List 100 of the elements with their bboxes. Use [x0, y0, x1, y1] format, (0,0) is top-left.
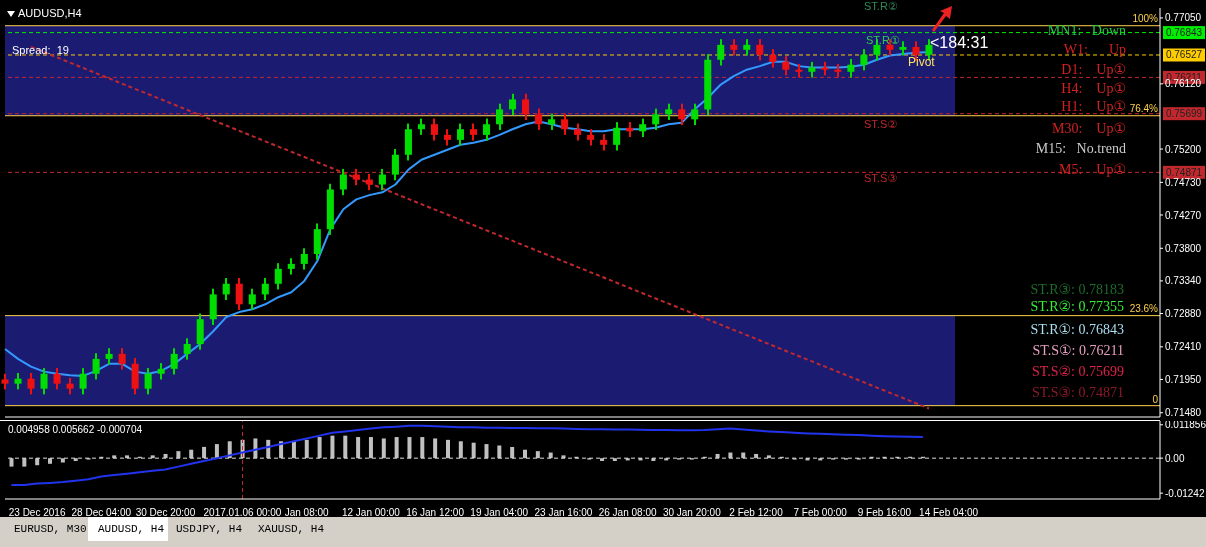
bar: [73, 458, 78, 461]
bar: [407, 437, 412, 459]
y-tick-label: 0.00: [1165, 452, 1185, 464]
text: MN1: Down: [1047, 23, 1126, 39]
x-tick-label: 30 Dec 20:00: [135, 507, 196, 518]
bar: [317, 437, 322, 459]
bar: [766, 455, 771, 459]
chart-title: AUDUSD,H4: [18, 7, 82, 19]
bar: [253, 438, 258, 459]
text: M5: Up①: [1059, 162, 1126, 178]
text: ST.S②: 0.75699: [1031, 364, 1124, 380]
x-tick-label: 23 Dec 2016: [8, 507, 66, 518]
bar: [433, 438, 438, 459]
text: XAUUSD, H4: [258, 523, 325, 536]
line-series: [10, 424, 924, 486]
x-tick-label: 14 Feb 04:00: [919, 507, 979, 518]
text: H4: Up①: [1061, 81, 1126, 97]
y-tick-label: 0.74270: [1165, 209, 1202, 221]
bar: [48, 458, 53, 464]
y-tick-label: -0.01242: [1165, 487, 1205, 499]
x-tick-label: 12 Jan 00:00: [341, 507, 401, 518]
bar: [471, 442, 476, 459]
annotation: ST.S③: [864, 172, 898, 185]
y-tick-label: 0.72410: [1165, 341, 1202, 353]
ref-line-label: 0.74871: [1165, 166, 1203, 178]
ref-line-label: 0.76843: [1165, 27, 1203, 39]
bar: [176, 451, 181, 459]
y-tick-label: 0.73800: [1165, 242, 1202, 254]
annotation: 76.4%: [1129, 103, 1158, 114]
ref-line-label: 0.76527: [1165, 49, 1203, 61]
bar: [202, 446, 207, 459]
bar: [304, 439, 309, 459]
bar: [612, 458, 617, 461]
y-tick-label: 0.71950: [1165, 373, 1202, 385]
bar: [343, 435, 348, 459]
y-tick-label: 0.71480: [1165, 407, 1202, 419]
y-tick-label: 0.77050: [1165, 12, 1202, 24]
y-tick-label: 0.011856: [1165, 419, 1206, 431]
bar: [112, 455, 117, 459]
x-tick-label: 19 Jan 04:00: [470, 507, 529, 518]
bar: [381, 438, 386, 459]
bar: [600, 458, 605, 461]
bar: [497, 445, 502, 459]
text: ST.S①: 0.76211: [1032, 343, 1124, 359]
y-tick-label: 0.73340: [1165, 275, 1202, 287]
annotation: Pivot: [908, 55, 935, 70]
ref-line-label: 0.75699: [1165, 108, 1203, 120]
text: D1: Up①: [1061, 62, 1126, 78]
x-tick-label: 9 Feb 16:00: [857, 507, 912, 518]
bar: [394, 437, 399, 459]
text: M15: No.trend: [1035, 141, 1126, 157]
x-tick-label: 28 Dec 04:00: [71, 507, 132, 518]
bar: [291, 441, 296, 459]
x-tick-label: 30 Jan 20:00: [662, 507, 722, 518]
x-tick-label: 23 Jan 16:00: [534, 507, 593, 518]
y-tick-label: 0.76120: [1165, 78, 1202, 90]
text: W1: Up: [1063, 42, 1126, 58]
text: ST.R③: 0.78183: [1030, 282, 1124, 298]
x-tick-label: 26 Jan 08:00: [598, 507, 657, 518]
annotation: 23.6%: [1129, 303, 1158, 315]
x-tick-label: 2017.01.06 00:00: [203, 507, 282, 518]
bar: [214, 444, 219, 459]
text: EURUSD, M30: [14, 523, 87, 536]
text: ST.S③: 0.74871: [1031, 385, 1124, 401]
annotation: 0: [1152, 393, 1158, 405]
bar: [150, 455, 155, 459]
text: M30: Up①: [1052, 121, 1126, 137]
text: ST.R②: 0.77355: [1030, 299, 1124, 315]
annotation: 100%: [1132, 12, 1158, 24]
bar: [484, 444, 489, 459]
bar: [163, 453, 168, 459]
text: USDJPY, H4: [176, 523, 243, 536]
bar: [458, 441, 463, 459]
bar: [9, 458, 14, 467]
text: AUDUSD, H4: [98, 523, 165, 536]
y-tick-label: 0.75200: [1165, 143, 1202, 155]
x-tick-label: 7 Feb 00:00: [793, 507, 848, 518]
bar: [535, 451, 540, 459]
bar: [523, 449, 528, 459]
bar: [715, 453, 720, 459]
annotation: <184:31: [930, 34, 989, 52]
bar: [356, 437, 361, 459]
bar: [125, 455, 130, 459]
annotation: ST.R①: [866, 34, 900, 47]
y-tick-label: 0.74730: [1165, 176, 1202, 188]
x-tick-label: 16 Jan 12:00: [406, 507, 465, 518]
chart-title: 0.004958 0.005662 -0.000704: [8, 424, 143, 435]
bar: [189, 449, 194, 459]
y-tick-label: 0.72880: [1165, 308, 1202, 320]
text: H1: Up①: [1061, 99, 1126, 115]
x-tick-label: Jan 08:00: [284, 507, 330, 518]
bar: [445, 439, 450, 459]
bar: [330, 435, 335, 459]
text: ST.R①: 0.76843: [1030, 322, 1124, 338]
bar: [368, 437, 373, 459]
bar: [561, 455, 566, 459]
x-tick-label: 2 Feb 12:00: [729, 507, 784, 518]
bar: [510, 446, 515, 459]
bar: [754, 453, 759, 459]
annotation: ST.S②: [864, 118, 898, 131]
